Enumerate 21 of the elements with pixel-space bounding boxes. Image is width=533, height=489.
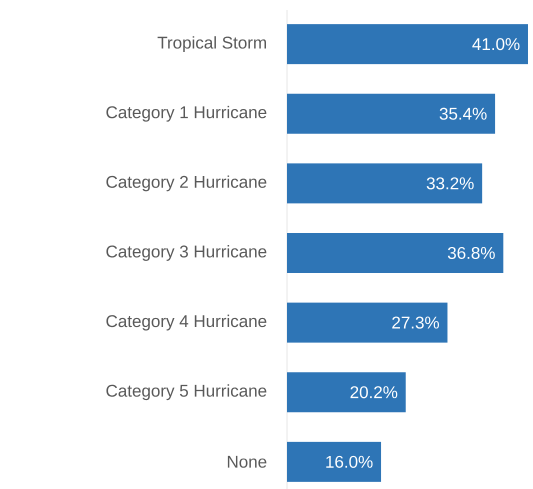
data-label: 27.3% bbox=[392, 316, 439, 329]
data-label: 20.2% bbox=[350, 386, 398, 398]
data-label: 33.2% bbox=[426, 177, 474, 190]
data-label: 35.4% bbox=[440, 108, 487, 120]
data-label: 16.0% bbox=[326, 456, 373, 468]
y-tick-label: Category 2 Hurricane bbox=[106, 175, 266, 192]
data-label: 36.8% bbox=[448, 246, 495, 259]
bar bbox=[287, 163, 482, 204]
bar bbox=[287, 94, 496, 134]
y-tick-label: None bbox=[228, 456, 266, 468]
bar bbox=[287, 232, 504, 273]
bar bbox=[287, 302, 448, 343]
data-label: 41.0% bbox=[472, 38, 520, 50]
y-tick-label: Category 1 Hurricane bbox=[106, 106, 266, 122]
bar bbox=[287, 24, 528, 64]
bar bbox=[287, 442, 382, 482]
bar bbox=[287, 372, 406, 412]
y-tick-label: Category 3 Hurricane bbox=[106, 245, 266, 261]
y-tick-label: Category 4 Hurricane bbox=[106, 314, 266, 331]
y-tick-label: Category 5 Hurricane bbox=[106, 384, 266, 400]
y-tick-label: Tropical Storm bbox=[158, 36, 266, 52]
